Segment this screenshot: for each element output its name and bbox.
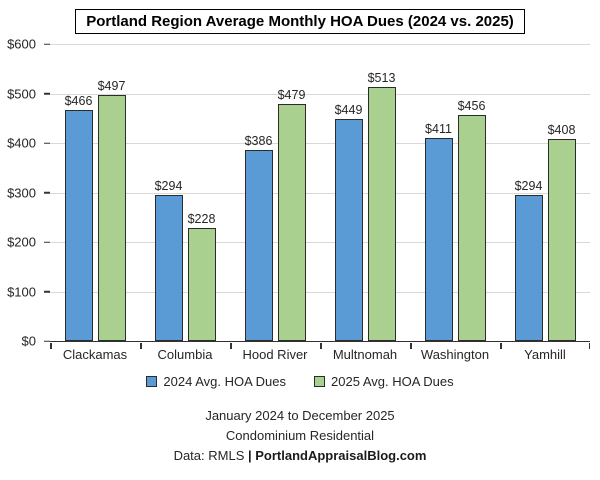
x-axis-category-label: Clackamas [62,347,128,362]
bar-column: $294 [154,179,183,341]
footer-date-range: January 2024 to December 2025 [205,408,395,423]
legend-label: 2024 Avg. HOA Dues [163,374,286,389]
bar-column: $294 [514,179,543,341]
y-tick-label: $200 [7,234,36,250]
x-tick-mark [230,342,232,349]
bar-column: $513 [367,71,396,341]
y-tick-label: $0 [21,333,36,349]
gridlines [50,44,590,341]
plot-bars: $466 $497 $294 $228 $386 $479 $449 $513 $411 $456… [50,44,590,341]
bar-value-label: $479 [277,87,306,102]
bar [457,115,486,341]
bar-column: $386 [244,133,273,341]
gridline [50,192,590,194]
plot-area: $466 $497 $294 $228 $386 $479 $449 $513 $411 $456… [50,44,590,349]
x-axis-category-label: Columbia [157,347,213,362]
bar-value-label: $228 [187,212,216,227]
bar [64,110,93,341]
category-group: $294 $228 [140,44,230,341]
bar-column: $456 [457,99,486,341]
category-group: $411 $456 [410,44,500,341]
bar-column: $411 [424,121,453,341]
legend-swatch [146,376,158,387]
category-group: $466 $497 [50,44,140,341]
category-group: $386 $479 [230,44,320,341]
bar-column: $449 [334,102,363,341]
bar [97,95,126,341]
gridline [50,242,590,243]
bar-value-label: $294 [154,179,183,194]
y-tick-label: $100 [7,284,36,299]
bar-value-label: $386 [244,133,273,148]
y-tick-mark [44,43,50,45]
y-tick-mark [44,290,50,293]
bar [277,103,306,341]
legend-label: 2025 Avg. HOA Dues [331,374,454,389]
y-tick-label: $300 [7,185,36,200]
x-axis-category-label: Washington [420,347,490,362]
bar-column: $466 [64,94,93,341]
bar-value-label: $294 [514,179,543,194]
x-axis-labels: Clackamas Columbia Hood River Multnomah Wash… [50,347,590,362]
bar-column: $479 [277,87,306,341]
x-tick-mark [320,342,322,349]
x-tick-mark [588,342,590,349]
x-tick-mark [410,342,412,349]
blog-name: | PortlandAppraisalBlog.com [247,448,427,463]
legend: 2024 Avg. HOA Dues 2025 Avg. HOA Dues [0,374,600,389]
category-group: $294 $408 [500,44,590,341]
bar-value-label: $408 [547,123,576,138]
bar-column: $228 [187,212,216,341]
title-row: Portland Region Average Monthly HOA Dues… [0,9,600,34]
bar-column: $497 [97,79,126,341]
y-axis-labels: $0 $100 $200 $300 $400 $500 $600 [0,38,36,348]
x-axis-category-label: Yamhill [524,347,566,362]
gridline [50,291,590,293]
chart-title: Portland Region Average Monthly HOA Dues… [75,9,525,34]
footer-property-type: Condominium Residential [225,428,375,443]
bar [187,228,216,341]
gridline [50,44,590,45]
bar-value-label: $411 [425,121,452,136]
y-tick-label: $400 [7,135,36,151]
x-axis-ticks [50,44,590,349]
x-tick-mark [140,342,142,349]
bar [334,118,363,341]
bar-value-label: $449 [334,102,363,117]
legend-item: 2024 Avg. HOA Dues [146,374,286,389]
bar [154,195,183,341]
bar-value-label: $456 [457,99,486,114]
x-tick-mark [500,342,502,349]
footer: January 2024 to December 2025 Condominiu… [0,406,600,466]
y-tick-mark [44,191,50,194]
bar [244,149,273,341]
gridline [50,143,590,144]
legend-swatch [314,376,325,387]
bar [367,87,396,341]
x-axis-category-label: Hood River [242,347,308,362]
y-tick-mark [44,340,50,342]
x-axis-category-label: Multnomah [332,347,398,362]
x-tick-mark [50,342,52,349]
bar-value-label: $466 [64,94,93,109]
footer-source: Data: RMLS | PortlandAppraisalBlog.com [0,446,600,466]
bar [514,195,543,341]
bar-column: $408 [547,123,576,341]
y-axis-ticks [44,43,50,342]
footer-source-prefix: Data: RMLS [173,448,248,463]
legend-item: 2025 Avg. HOA Dues [314,374,454,389]
y-tick-mark [44,142,50,144]
y-tick-label: $500 [7,86,36,101]
y-tick-label: $600 [7,36,36,52]
bar [424,137,453,341]
y-tick-mark [44,241,50,243]
category-group: $449 $513 [320,44,410,341]
gridline [50,93,590,95]
y-tick-mark [44,92,50,95]
bar-value-label: $497 [97,79,126,93]
bar [547,139,576,341]
bar-value-label: $513 [367,71,396,86]
